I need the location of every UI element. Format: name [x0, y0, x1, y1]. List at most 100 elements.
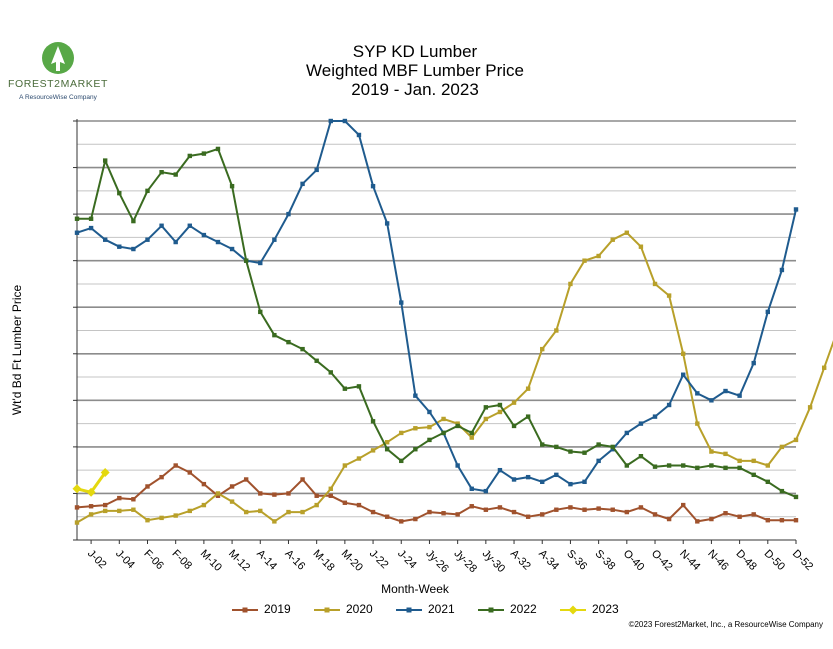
- data-point: [314, 502, 319, 508]
- logo-tagline: A ResourceWise Company: [19, 94, 97, 101]
- y-axis-label: Wt'd Bd Ft Lumber Price: [10, 284, 24, 416]
- data-point: [554, 472, 559, 478]
- data-point: [187, 508, 192, 514]
- data-point: [441, 416, 446, 422]
- line-chart: J-02 J-04 F-06 F-08 M-10 M-12 A-14 A-16 M-18 M-20…: [72, 118, 833, 576]
- data-point: [610, 447, 615, 452]
- data-point: [117, 190, 122, 196]
- data-point: [737, 458, 742, 464]
- data-point: [201, 481, 207, 487]
- data-point: [413, 426, 418, 431]
- data-point: [243, 509, 249, 515]
- data-point: [187, 153, 192, 159]
- data-point: [74, 520, 80, 525]
- x-tick-label: D-52: [790, 548, 815, 573]
- data-point: [102, 508, 108, 514]
- data-point: [74, 230, 80, 235]
- data-point: [751, 512, 756, 517]
- data-point: [751, 458, 756, 464]
- data-point: [258, 491, 263, 496]
- data-point: [582, 258, 587, 263]
- data-point: [384, 447, 390, 452]
- data-point: [638, 454, 644, 459]
- x-axis-label: Month-Week: [381, 582, 449, 596]
- data-point: [723, 388, 728, 394]
- data-point: [582, 479, 587, 485]
- data-point: [370, 183, 376, 189]
- data-point: [525, 386, 531, 391]
- data-point: [666, 402, 672, 408]
- data-point: [709, 398, 714, 403]
- data-point: [314, 358, 319, 363]
- data-point: [737, 465, 742, 471]
- data-point: [117, 508, 122, 514]
- data-point: [427, 509, 432, 515]
- data-point: [695, 391, 700, 396]
- data-point: [483, 507, 489, 512]
- data-point: [441, 511, 446, 516]
- data-point: [215, 239, 221, 245]
- data-point: [328, 118, 333, 124]
- data-point: [272, 492, 277, 497]
- data-point: [765, 309, 771, 315]
- data-point: [695, 465, 700, 471]
- series-2023: [72, 467, 110, 497]
- copyright-notice: ©2023 Forest2Market, Inc., a ResourceWis…: [628, 620, 823, 629]
- data-point: [681, 502, 686, 508]
- chart-title: SYP KD Lumber Weighted MBF Lumber Price …: [245, 42, 585, 99]
- data-point: [102, 502, 108, 508]
- x-tick-label: D-48: [733, 548, 758, 573]
- data-point: [497, 505, 503, 510]
- data-point: [483, 488, 489, 494]
- data-point: [215, 493, 221, 498]
- logo-name: FOREST2MARKET: [8, 78, 108, 90]
- x-tick-label: J-02: [85, 548, 109, 572]
- x-tick-label: A-14: [254, 548, 279, 573]
- data-point: [229, 246, 235, 252]
- data-point: [314, 167, 319, 173]
- data-point: [497, 409, 503, 415]
- data-point: [286, 211, 291, 217]
- data-point: [300, 346, 305, 352]
- data-point: [328, 370, 333, 375]
- data-point: [413, 516, 418, 522]
- data-point: [399, 519, 404, 524]
- data-point: [342, 500, 348, 505]
- x-tick-label: M-12: [226, 548, 252, 574]
- data-point: [568, 505, 573, 510]
- series-2019: [74, 463, 799, 524]
- data-point: [751, 472, 756, 478]
- data-point: [652, 464, 658, 469]
- data-point: [88, 216, 94, 221]
- legend-swatch: [232, 607, 258, 613]
- data-point: [554, 444, 559, 450]
- data-point: [229, 499, 235, 504]
- data-point: [610, 237, 615, 242]
- x-tick-label: O-42: [649, 548, 675, 574]
- data-point: [511, 423, 517, 429]
- data-point: [596, 506, 601, 511]
- data-point: [286, 339, 291, 345]
- data-point: [469, 504, 474, 509]
- data-point: [737, 514, 742, 519]
- legend-swatch: [560, 605, 586, 615]
- data-point: [525, 474, 531, 480]
- chart-title-line-1: SYP KD Lumber: [352, 42, 478, 61]
- chart-title-line-2: Weighted MBF Lumber Price: [306, 61, 524, 80]
- data-point: [582, 507, 587, 512]
- data-point: [131, 246, 136, 252]
- data-point: [342, 386, 348, 391]
- data-point: [286, 491, 291, 496]
- data-point: [314, 493, 319, 498]
- x-tick-label: O-40: [621, 548, 647, 574]
- data-point: [793, 494, 799, 500]
- data-point: [370, 448, 376, 453]
- x-tick-label: J-22: [367, 548, 391, 572]
- x-tick-label: S-38: [593, 548, 618, 573]
- data-point: [88, 512, 94, 517]
- data-point: [399, 458, 404, 464]
- data-point: [356, 456, 362, 461]
- x-tick-label: N-44: [677, 548, 702, 573]
- x-tick-label: Jy-26: [423, 548, 451, 576]
- data-point: [258, 260, 263, 266]
